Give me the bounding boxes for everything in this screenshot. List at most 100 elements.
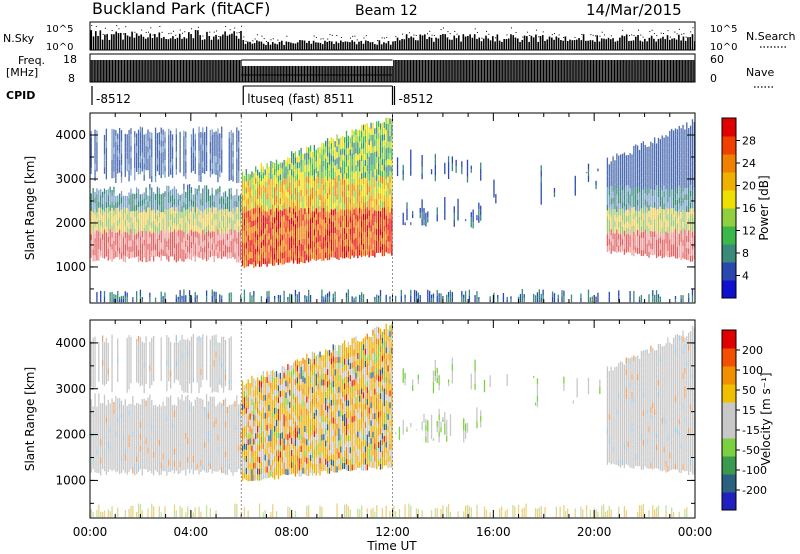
nsearch-dot: [152, 34, 154, 36]
nsearch-dot: [336, 35, 338, 37]
nave-label: Nave: [746, 66, 774, 79]
nsearch-dot: [377, 40, 379, 42]
nsearch-dot: [447, 31, 449, 33]
nsky-label: N.Sky: [3, 32, 35, 45]
nsearch-dot: [265, 40, 267, 42]
nsearch-dot: [331, 34, 333, 36]
nsearch-dot: [413, 34, 415, 36]
cpid-segment-label: ltuseq (fast) 8511: [247, 92, 354, 106]
nsearch-dot: [245, 40, 247, 42]
nsearch-dot: [329, 34, 331, 36]
nsearch-dot: [574, 36, 576, 38]
nsearch-dot: [526, 31, 528, 33]
cpid-label: CPID: [6, 89, 35, 102]
nsearch-dot: [161, 31, 163, 33]
nsearch-dot: [238, 32, 240, 34]
nsearch-dot: [95, 25, 97, 27]
nsearch-dot: [270, 39, 272, 41]
nsearch-dot: [603, 34, 605, 36]
cpid-segment-label: -8512: [399, 92, 434, 106]
nsearch-dot: [225, 25, 227, 27]
nsearch-dot: [356, 39, 358, 41]
nsearch-dot: [263, 38, 265, 40]
nsearch-dot: [118, 28, 120, 30]
nsearch-dot: [474, 28, 476, 30]
nsearch-dot: [365, 35, 367, 37]
nsearch-dot: [191, 28, 193, 30]
nsearch-dot: [622, 29, 624, 31]
nsearch-dot: [172, 30, 174, 32]
nsearch-dot: [656, 35, 658, 37]
nsearch-dot: [272, 38, 274, 40]
nsearch-dot: [433, 34, 435, 36]
nsearch-dot: [234, 27, 236, 29]
nsearch-dot: [213, 31, 215, 33]
nsearch-dot: [102, 33, 104, 35]
nsearch-tick-high: 10^5: [710, 24, 737, 35]
nsearch-dot: [610, 35, 612, 37]
nsearch-dot: [676, 33, 678, 35]
nsearch-dot: [681, 33, 683, 35]
nsearch-dot: [476, 32, 478, 34]
nsearch-dot: [254, 38, 256, 40]
nsearch-dot: [660, 32, 662, 34]
nsearch-dot: [563, 37, 565, 39]
nave-tick-low: 0: [710, 72, 717, 85]
nsearch-dot: [449, 33, 451, 35]
nsearch-dot: [685, 36, 687, 38]
nsearch-tick-low: 10^0: [710, 42, 737, 53]
nsearch-dot: [354, 35, 356, 37]
nsearch-dot: [640, 34, 642, 36]
nsearch-dot: [322, 38, 324, 40]
nsearch-dot: [134, 31, 136, 33]
nsearch-dot: [558, 34, 560, 36]
nsearch-dot: [542, 31, 544, 33]
nsearch-dot: [150, 27, 152, 29]
nsearch-dot: [170, 32, 172, 34]
nsearch-dot: [551, 34, 553, 36]
nsearch-dot: [674, 31, 676, 33]
nsearch-dot: [116, 25, 118, 27]
nsearch-dot: [590, 34, 592, 36]
nsearch-dot: [168, 33, 170, 35]
nsearch-dot: [252, 40, 254, 42]
nsky-tick-high: 10^5: [46, 24, 73, 35]
nsearch-dot: [256, 34, 258, 36]
nsearch-dot: [229, 29, 231, 31]
nsearch-dot: [349, 37, 351, 39]
nsearch-dot: [554, 33, 556, 35]
nsearch-dot: [594, 35, 596, 37]
nsearch-dot: [669, 36, 671, 38]
nsearch-dot: [402, 33, 404, 35]
nsearch-dot: [440, 29, 442, 31]
nsearch-dot: [427, 33, 429, 35]
nsearch-dot: [456, 33, 458, 35]
freq-tick-low: 8: [68, 72, 75, 85]
nsearch-dot: [277, 39, 279, 41]
nsearch-dot: [261, 35, 263, 37]
nsearch-dot: [690, 31, 692, 33]
nsearch-label: N.Search: [746, 30, 796, 43]
nsearch-dot: [481, 37, 483, 39]
nsearch-dot: [111, 30, 113, 32]
power-data: [90, 117, 696, 303]
freq-unit: [MHz]: [6, 66, 38, 79]
nsearch-dot: [628, 35, 630, 37]
nsearch-dot: [535, 29, 537, 31]
nsearch-dot: [236, 32, 238, 34]
nsearch-dot: [667, 30, 669, 32]
freq-label: Freq.: [18, 54, 45, 67]
nsearch-dot: [631, 34, 633, 36]
nsearch-dot: [488, 33, 490, 35]
date-title: 14/Mar/2015: [586, 1, 682, 19]
nsearch-dot: [315, 36, 317, 38]
nsearch-dot: [145, 32, 147, 34]
nsearch-dot: [633, 35, 635, 37]
nsearch-dot: [599, 35, 601, 37]
nsearch-dot: [649, 31, 651, 33]
nsearch-dot: [159, 25, 161, 27]
nsearch-dot: [515, 32, 517, 34]
nsearch-dot: [386, 36, 388, 38]
nsearch-dot: [638, 29, 640, 31]
nsearch-dot: [642, 36, 644, 38]
